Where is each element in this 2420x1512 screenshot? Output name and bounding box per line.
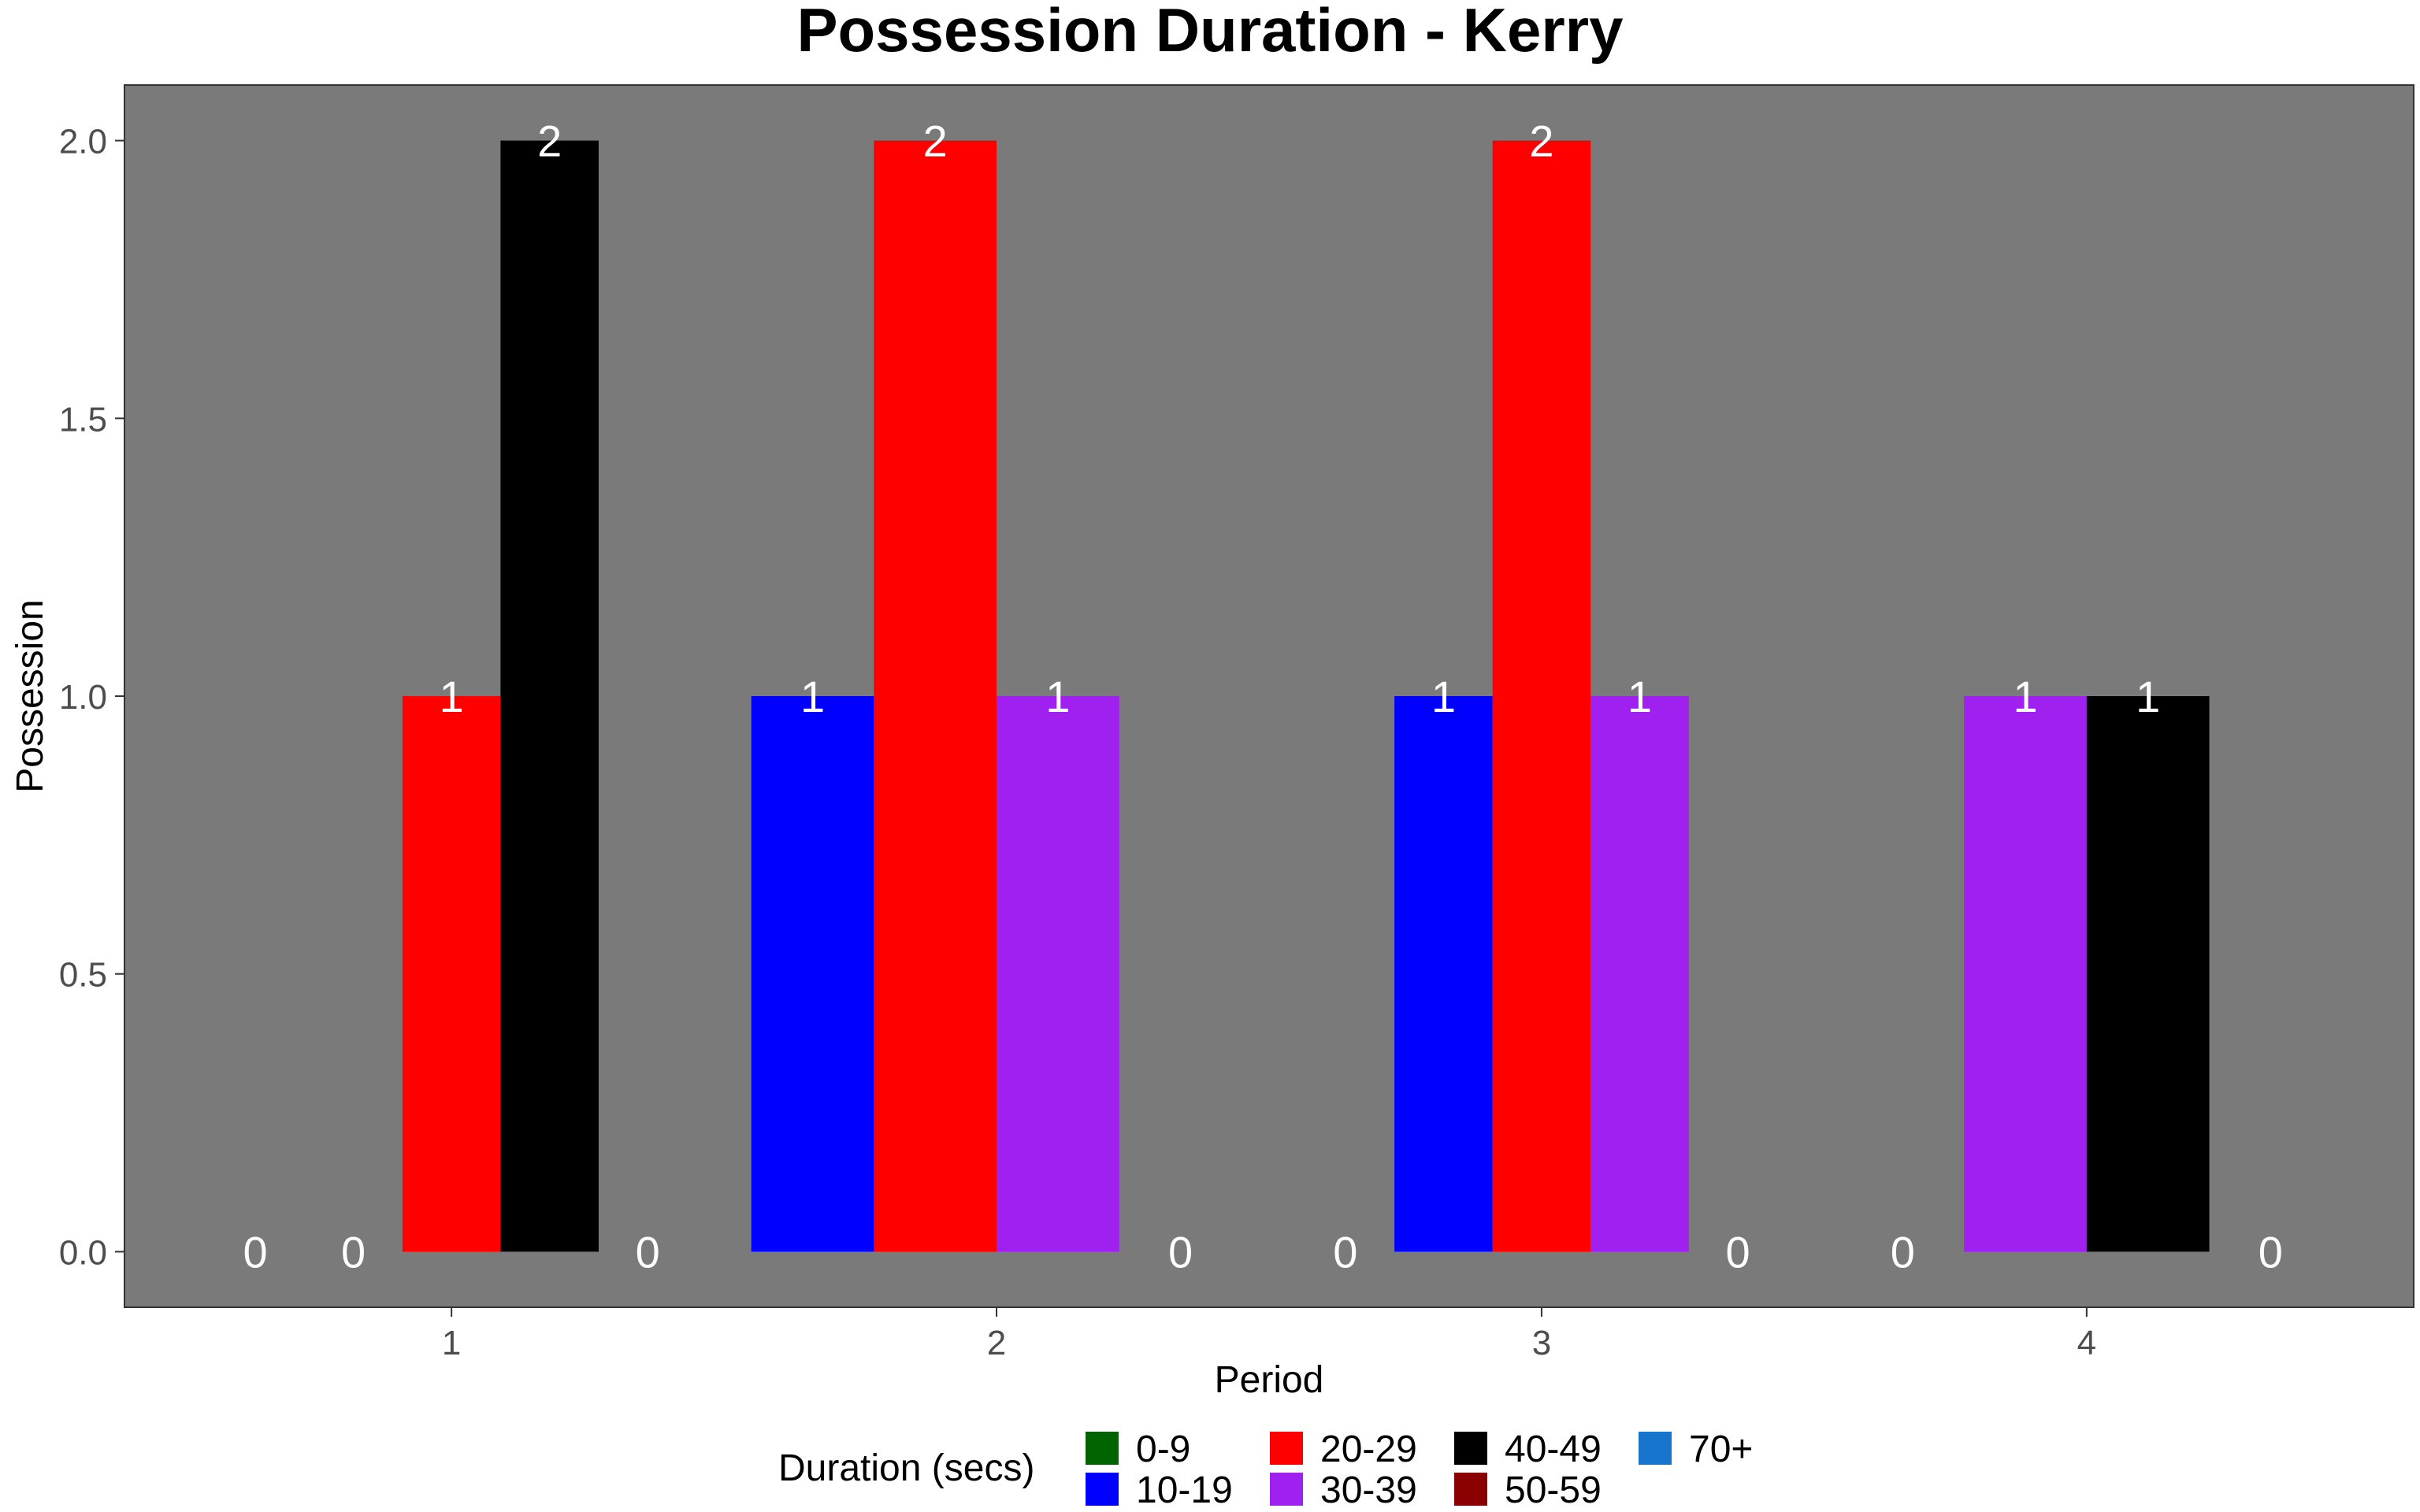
bar-value-label: 1 [800,672,825,721]
bar-40-49-period-1 [500,140,599,1252]
bar-10-19-period-3 [1394,696,1493,1252]
bar-value-label: 0 [2259,1227,2283,1277]
legend-key-20-29 [1270,1432,1303,1465]
y-tick-label: 0.5 [59,956,107,995]
bar-20-29-period-3 [1492,140,1591,1252]
x-axis: 1 2 3 4 [442,1307,2096,1362]
bar-labels: 0 0 1 2 0 1 2 1 0 0 1 2 1 0 0 1 1 0 [243,117,2282,1277]
legend-key-30-39 [1270,1473,1303,1506]
chart-title: Possession Duration - Kerry [797,0,1624,65]
bar-value-label: 2 [537,117,562,166]
bar-30-39-period-4 [1964,696,2087,1252]
legend-key-0-9 [1086,1432,1119,1465]
legend-key-50-59 [1454,1473,1487,1506]
legend-key-70+ [1639,1432,1672,1465]
bar-30-39-period-2 [997,696,1119,1252]
legend-label: 0-9 [1136,1429,1190,1470]
x-tick-label: 4 [2077,1324,2096,1362]
bar-value-label: 0 [243,1227,267,1277]
legend-key-40-49 [1454,1432,1487,1465]
bar-value-label: 1 [1431,672,1456,721]
legend-label: 20-29 [1320,1429,1417,1470]
legend-label: 30-39 [1320,1469,1417,1511]
bar-10-19-period-2 [751,696,874,1252]
bar-value-label: 1 [1628,672,1652,721]
bar-value-label: 2 [923,117,948,166]
x-tick-label: 1 [442,1324,461,1362]
bar-40-49-period-4 [2086,696,2210,1252]
bars [402,140,2210,1252]
bar-value-label: 0 [636,1227,660,1277]
y-axis-title: Possession [9,599,51,792]
legend-title: Duration (secs) [778,1447,1034,1489]
bar-value-label: 1 [2136,672,2160,721]
y-tick-label: 0.0 [59,1233,107,1272]
bar-value-label: 0 [1168,1227,1193,1277]
y-tick-label: 1.5 [59,400,107,439]
x-tick-label: 3 [1532,1324,1551,1362]
legend-label: 10-19 [1136,1469,1233,1511]
y-tick-label: 1.0 [59,678,107,717]
bar-value-label: 1 [2013,672,2037,721]
bar-value-label: 0 [1333,1227,1357,1277]
bar-value-label: 1 [440,672,464,721]
y-tick-label: 2.0 [59,123,107,161]
legend-label: 70+ [1689,1429,1753,1470]
bar-value-label: 0 [341,1227,366,1277]
bar-value-label: 2 [1529,117,1553,166]
bar-value-label: 0 [1891,1227,1915,1277]
bar-20-29-period-1 [402,696,501,1252]
y-axis: 0.0 0.5 1.0 1.5 2.0 [59,123,124,1272]
x-axis-title: Period [1215,1359,1324,1401]
bar-30-39-period-3 [1590,696,1689,1252]
x-tick-label: 2 [987,1324,1006,1362]
legend-label: 40-49 [1505,1429,1602,1470]
bar-value-label: 0 [1725,1227,1750,1277]
legend-label: 50-59 [1505,1469,1602,1511]
legend-key-10-19 [1086,1473,1119,1506]
bar-20-29-period-2 [874,140,997,1252]
bar-value-label: 1 [1045,672,1070,721]
